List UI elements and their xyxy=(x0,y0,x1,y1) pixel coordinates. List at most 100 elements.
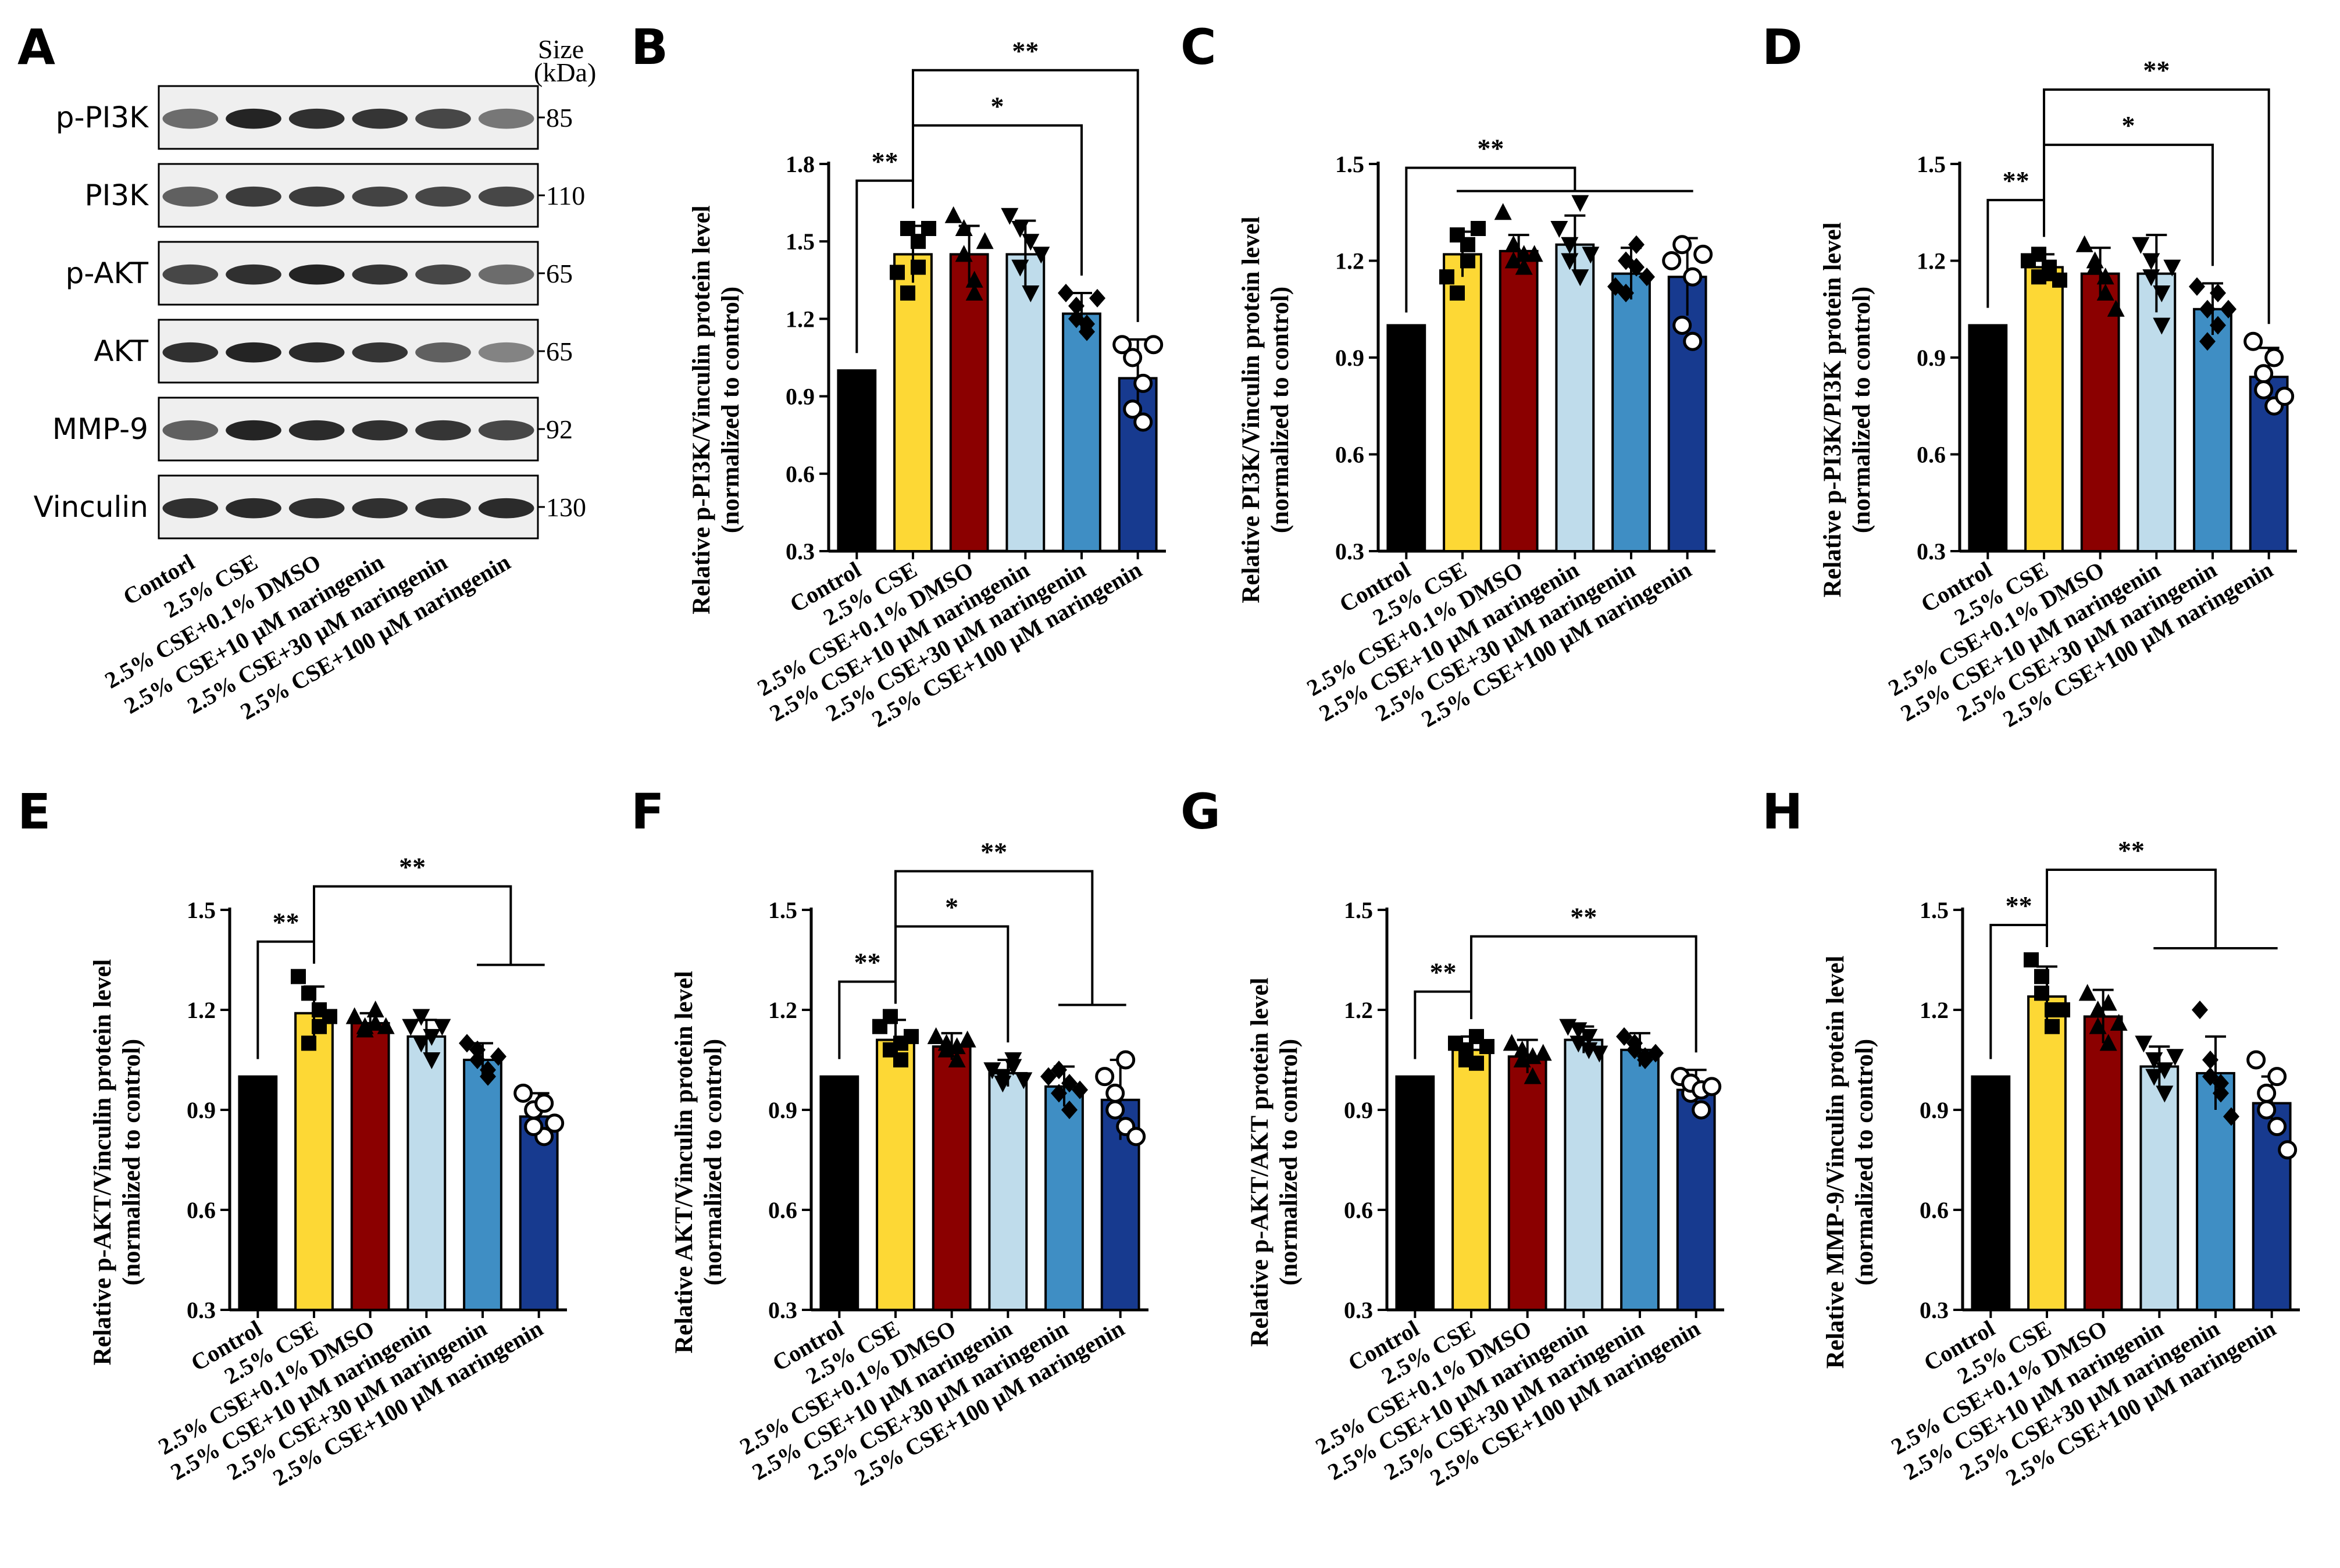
y-axis-label: Relative p-PI3K/PI3K protein level xyxy=(1819,222,1846,597)
bar xyxy=(1386,324,1426,552)
data-point xyxy=(1662,251,1682,270)
significance-bracket: ** xyxy=(1470,902,1697,1053)
chart-panel-d: D 0.3 0.6 0.9 1.2 1.5 Relative p-PI3K/PI3K pro… xyxy=(1762,19,2297,733)
data-point xyxy=(2078,984,2096,1001)
blot-row: PI3K 110 xyxy=(85,163,585,228)
blot-frame xyxy=(158,241,539,306)
chart-panel-h: H 0.3 0.6 0.9 1.2 1.5 Relative MMP-9/Vinculin … xyxy=(1762,783,2300,1491)
data-point xyxy=(958,1030,976,1048)
data-point xyxy=(900,285,915,301)
bar xyxy=(2080,272,2120,552)
y-tick-label: 0.3 xyxy=(768,1297,797,1323)
data-point xyxy=(1590,1045,1608,1063)
y-tick-label: 0.3 xyxy=(187,1297,216,1323)
y-tick-label: 1.5 xyxy=(768,897,797,923)
data-point xyxy=(1032,247,1050,264)
data-point xyxy=(1683,267,1703,287)
y-tick-label: 0.3 xyxy=(1335,538,1364,565)
blot-row-label: MMP-9 xyxy=(52,412,148,446)
data-point xyxy=(2202,1067,2218,1086)
data-point xyxy=(1582,247,1600,264)
y-axis-label-sub: (normalized to control) xyxy=(717,287,744,533)
data-point xyxy=(2099,1034,2117,1051)
y-axis-label: Relative MMP-9/Vinculin protein level xyxy=(1822,956,1849,1369)
y-tick-label: 1.5 xyxy=(1344,897,1373,923)
blot-size-value: 65 xyxy=(546,259,573,288)
data-point xyxy=(965,284,983,301)
data-point xyxy=(2099,994,2117,1011)
data-point xyxy=(480,1060,496,1080)
blot-frame xyxy=(158,397,539,462)
data-point xyxy=(1051,1060,1067,1080)
significance-label: ** xyxy=(980,837,1007,866)
y-tick-label: 1.5 xyxy=(187,897,216,923)
data-point xyxy=(322,1009,337,1024)
y-tick-label: 1.2 xyxy=(1335,248,1364,274)
data-point xyxy=(1628,258,1645,277)
bar xyxy=(519,1115,559,1311)
significance-label: ** xyxy=(2006,891,2032,920)
bar xyxy=(294,1012,334,1311)
data-point xyxy=(513,1083,533,1103)
data-point xyxy=(2199,332,2216,351)
data-point xyxy=(911,259,926,275)
blot-band xyxy=(162,420,219,441)
data-point xyxy=(921,221,936,236)
data-point xyxy=(2153,317,2171,335)
data-point xyxy=(1550,221,1568,238)
data-point xyxy=(1628,235,1645,254)
data-point xyxy=(1105,1100,1125,1120)
data-point xyxy=(1479,1039,1494,1055)
bar xyxy=(1507,1055,1547,1312)
bar xyxy=(1005,253,1046,552)
y-tick-label: 0.6 xyxy=(1344,1197,1373,1223)
data-point xyxy=(2034,985,2049,1001)
blot-size-value: 92 xyxy=(546,415,573,444)
bar xyxy=(1451,1048,1491,1312)
panel-letter: H xyxy=(1762,783,1803,840)
data-point xyxy=(1683,331,1703,351)
data-point xyxy=(291,969,306,984)
data-point xyxy=(1503,1034,1521,1051)
data-point xyxy=(1089,288,1105,308)
bar xyxy=(932,1045,972,1311)
blot-row: p-AKT 65 xyxy=(66,241,573,306)
data-point xyxy=(2086,251,2104,269)
data-point xyxy=(524,1117,544,1137)
significance-bracket: * xyxy=(894,892,1010,1042)
blot-band xyxy=(352,498,408,519)
data-point xyxy=(377,1017,395,1034)
blot-band xyxy=(226,498,281,519)
data-point xyxy=(2213,1074,2229,1093)
data-point xyxy=(1058,284,1074,302)
bar xyxy=(819,1075,859,1311)
data-point xyxy=(1626,1034,1643,1053)
blot-band xyxy=(415,342,471,363)
data-point xyxy=(2210,284,2226,302)
data-point xyxy=(1504,251,1522,269)
data-point xyxy=(2189,277,2205,296)
data-point xyxy=(2089,1001,2107,1017)
blot-band xyxy=(162,264,219,285)
blot-band xyxy=(478,420,534,441)
data-point xyxy=(1133,373,1153,393)
data-point xyxy=(2075,235,2093,252)
significance-bracket: ** xyxy=(894,837,1126,1006)
significance-label: ** xyxy=(273,908,299,937)
data-point xyxy=(2264,348,2284,367)
size-header-unit: (kDa) xyxy=(534,58,596,87)
data-point xyxy=(2145,1052,2163,1069)
significance-bracket: ** xyxy=(912,36,1139,322)
data-point xyxy=(2055,1002,2070,1017)
data-point xyxy=(2045,1019,2060,1034)
data-point xyxy=(356,1020,374,1038)
significance-label: ** xyxy=(872,147,898,176)
y-tick-label: 0.6 xyxy=(187,1197,216,1223)
blot-band xyxy=(288,264,345,285)
data-point xyxy=(2156,1085,2174,1103)
data-point xyxy=(1580,1028,1598,1046)
blot-size-value: 130 xyxy=(546,492,586,522)
blot-frame xyxy=(158,163,539,228)
data-point xyxy=(890,265,905,280)
